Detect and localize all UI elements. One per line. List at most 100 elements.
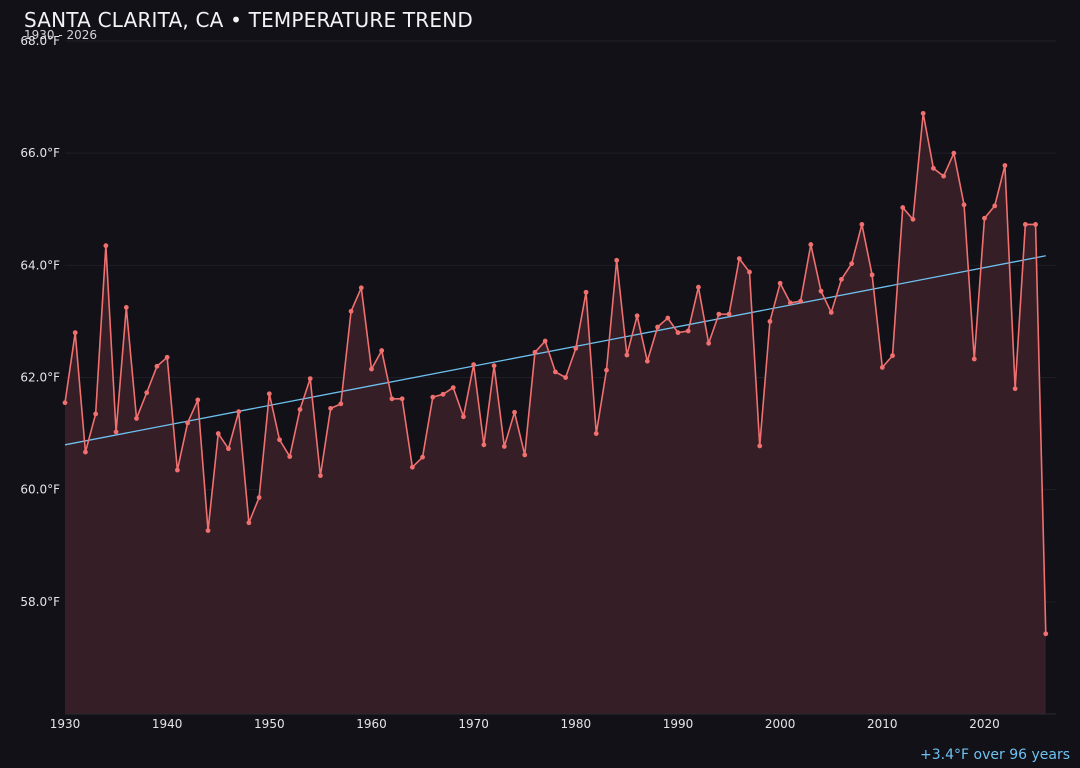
trend-line [64, 255, 1046, 446]
data-point [798, 298, 803, 304]
data-point [787, 300, 793, 306]
data-point [839, 276, 844, 282]
data-point [961, 202, 967, 208]
data-point [430, 394, 436, 400]
data-point [767, 319, 773, 324]
data-point [1033, 221, 1038, 227]
data-point [307, 376, 313, 382]
data-point [971, 356, 977, 362]
data-point [215, 431, 221, 436]
data-point [93, 411, 99, 417]
x-tick-label: 1990 [663, 717, 694, 731]
data-point [450, 385, 456, 390]
data-point [226, 446, 231, 452]
data-point [195, 397, 201, 403]
data-point [409, 464, 415, 470]
x-tick-label: 2000 [765, 717, 796, 731]
data-point [552, 369, 558, 375]
data-point [72, 330, 78, 336]
data-point [890, 353, 895, 359]
data-point [563, 375, 569, 380]
data-point [696, 284, 701, 290]
data-point [1022, 221, 1028, 227]
data-point [634, 313, 640, 319]
data-point [941, 173, 947, 179]
series-area [65, 113, 1046, 714]
data-point [205, 528, 211, 534]
data-point [348, 308, 354, 314]
y-tick-label: 60.0°F [20, 483, 60, 497]
data-point [103, 243, 109, 249]
data-point [134, 416, 139, 421]
data-point [706, 340, 712, 346]
data-point [62, 400, 68, 406]
data-point [399, 396, 405, 402]
data-point [747, 269, 752, 275]
data-point [113, 429, 119, 435]
trend-summary: +3.4°F over 96 years [920, 747, 1070, 763]
data-point [992, 203, 998, 209]
data-point [726, 311, 732, 317]
x-tick-label: 1930 [50, 717, 81, 731]
data-point [512, 409, 517, 415]
data-point [808, 242, 814, 247]
data-point [379, 348, 385, 353]
y-tick-label: 58.0°F [20, 595, 60, 609]
data-point [951, 150, 957, 156]
data-point [318, 473, 323, 479]
data-point [859, 221, 865, 227]
data-point [685, 328, 691, 334]
data-point [665, 315, 671, 321]
data-point [849, 261, 855, 267]
data-point [481, 442, 487, 448]
data-point [675, 330, 681, 336]
data-point [624, 352, 630, 358]
data-point [83, 449, 88, 455]
data-point [389, 396, 395, 402]
x-tick-label: 2010 [867, 717, 898, 731]
data-point [358, 285, 364, 291]
data-point [164, 354, 170, 360]
data-point [542, 338, 548, 344]
data-point [818, 288, 824, 294]
data-point [614, 257, 620, 263]
data-point [869, 272, 875, 278]
data-point [920, 110, 926, 116]
data-point [757, 443, 763, 449]
data-point [593, 431, 599, 436]
data-point [440, 391, 446, 397]
data-point [604, 367, 609, 373]
data-point [644, 358, 650, 364]
y-tick-label: 62.0°F [20, 371, 60, 385]
data-point [154, 363, 160, 369]
data-point [256, 495, 262, 500]
data-point [174, 467, 180, 473]
data-point [297, 407, 303, 412]
data-point [369, 366, 374, 372]
data-point [236, 409, 242, 415]
x-tick-label: 2020 [969, 717, 1000, 731]
y-tick-label: 64.0°F [20, 258, 60, 272]
data-point [471, 362, 477, 368]
data-point [277, 437, 282, 443]
data-point [573, 345, 579, 351]
data-point [583, 289, 589, 295]
data-point [828, 310, 834, 315]
data-point [123, 304, 129, 310]
y-tick-label: 68.0°F [20, 34, 60, 48]
data-point [931, 165, 936, 171]
data-point [777, 280, 783, 286]
data-point [736, 256, 742, 262]
data-point [287, 454, 293, 459]
data-point [491, 363, 497, 369]
data-point [461, 414, 466, 420]
data-point [900, 205, 906, 210]
data-point [501, 444, 507, 449]
data-point [420, 454, 425, 460]
x-tick-label: 1940 [152, 717, 183, 731]
data-point [144, 390, 150, 396]
x-tick-label: 1970 [458, 717, 489, 731]
x-tick-label: 1960 [356, 717, 387, 731]
data-point [1012, 386, 1018, 392]
